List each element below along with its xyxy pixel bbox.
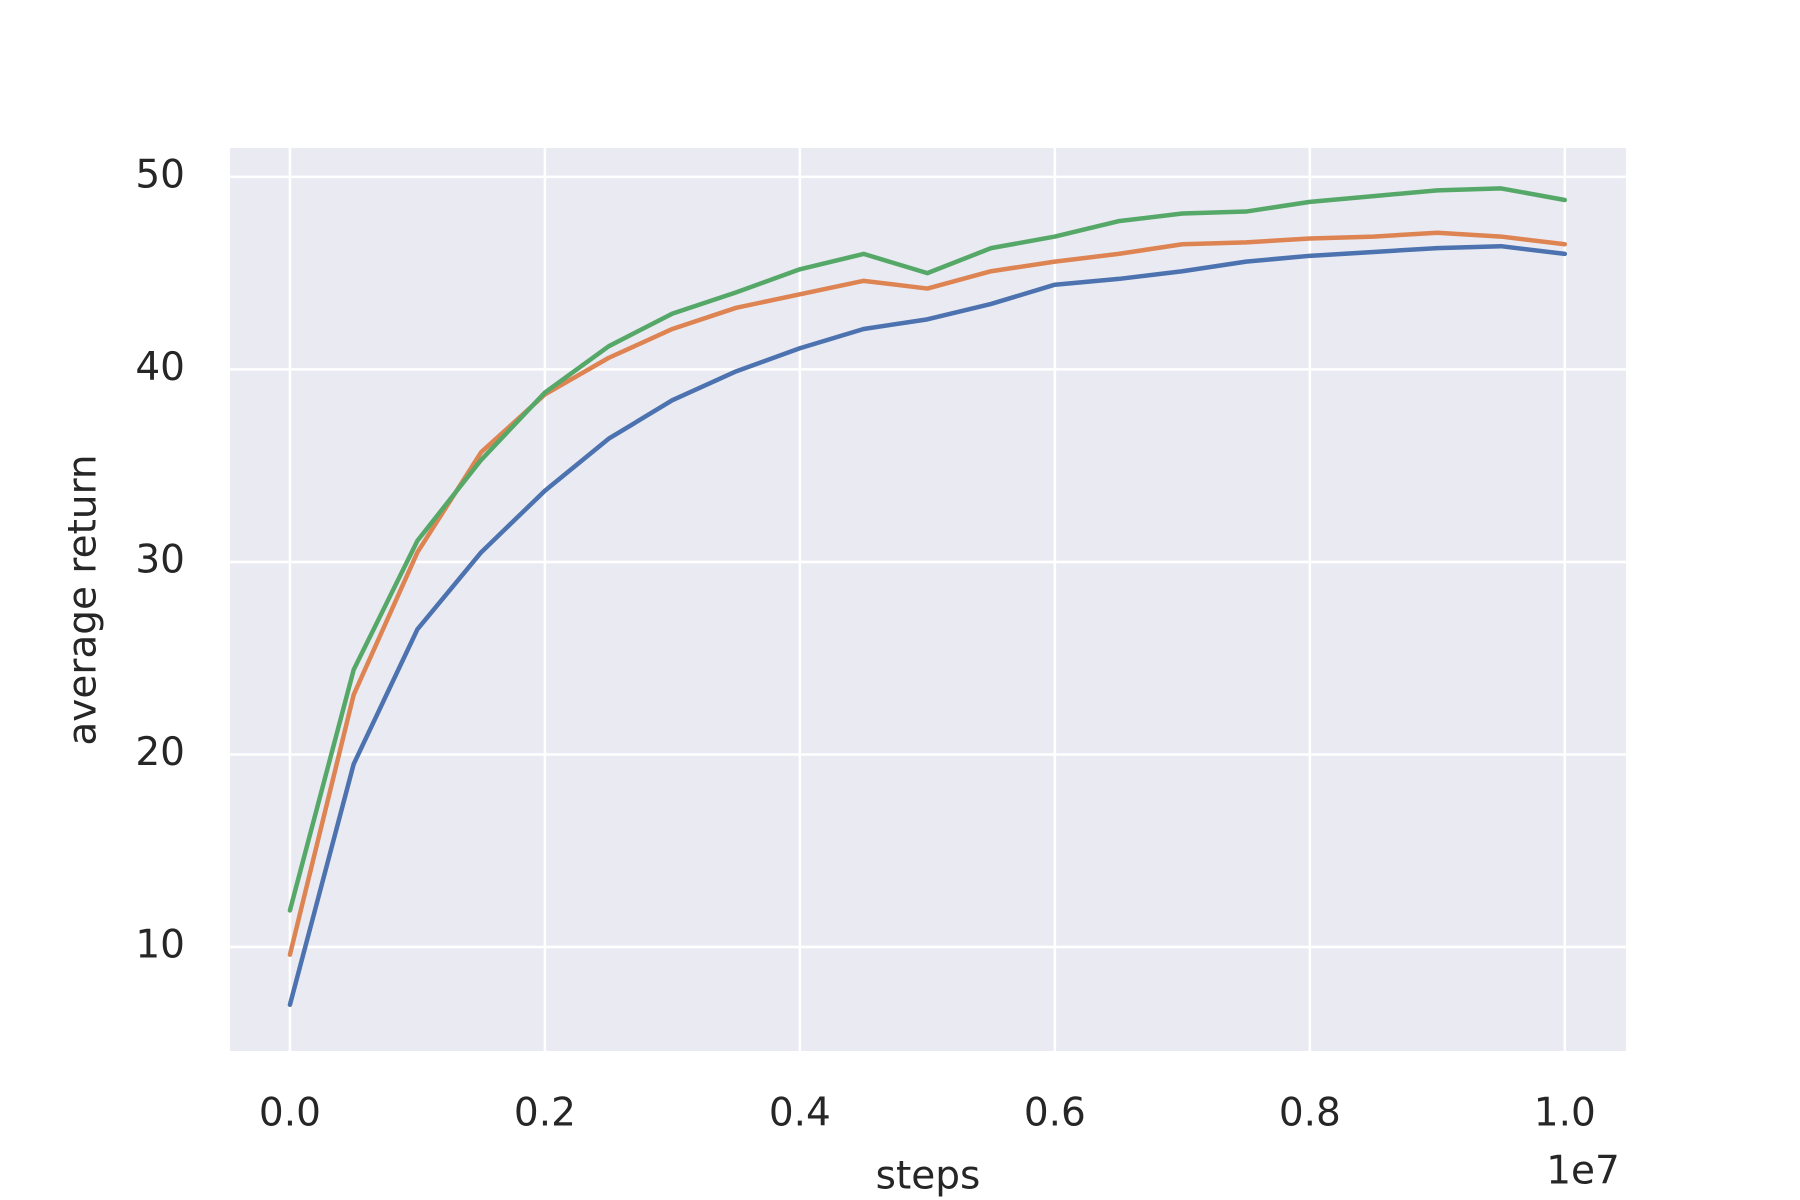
- plot-area: [230, 148, 1626, 1051]
- y-tick-label: 30: [135, 537, 185, 582]
- x-tick-label: 0.8: [1279, 1091, 1341, 1136]
- x-offset-label: 1e7: [1546, 1149, 1620, 1194]
- y-tick-label: 40: [135, 345, 185, 390]
- x-tick-label: 0.2: [514, 1091, 576, 1136]
- x-tick-label: 0.0: [259, 1091, 321, 1136]
- x-tick-label: 0.6: [1024, 1091, 1086, 1136]
- y-tick-label: 10: [135, 923, 185, 968]
- line: [287, 186, 1568, 913]
- x-axis-label: steps: [876, 1154, 981, 1199]
- y-axis-label: average return: [61, 454, 106, 745]
- y-tick-label: 20: [135, 730, 185, 775]
- y-tick-label: 50: [135, 152, 185, 197]
- x-tick-label: 0.4: [769, 1091, 831, 1136]
- x-tick-label: 1.0: [1534, 1091, 1596, 1136]
- line: [287, 243, 1568, 1008]
- line: [287, 230, 1568, 957]
